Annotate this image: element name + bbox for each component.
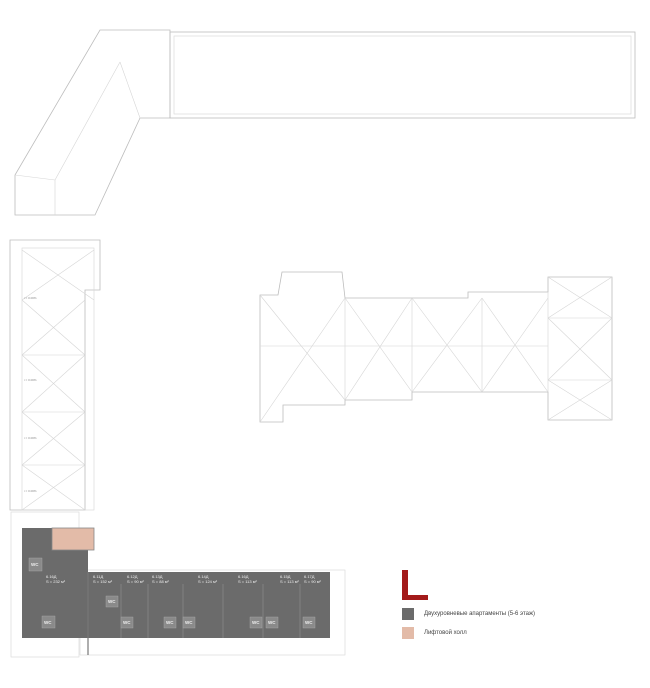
- unit-area: S = 90 м²: [127, 579, 145, 584]
- unit-id: 6.15Д: [280, 574, 291, 579]
- unit-id: 6.16Д: [238, 574, 249, 579]
- wc-label: WC: [123, 620, 131, 625]
- unit-id: 6.17Д: [304, 574, 315, 579]
- apartment-floor-plan: WC WC WC WC WC WC WC WC WC 6.16Д S = 232…: [10, 511, 346, 658]
- roof-level-label: i = 0.00%: [24, 489, 37, 493]
- wc-label: WC: [108, 599, 116, 604]
- wc-label: WC: [268, 620, 276, 625]
- top-building-outline: [14, 29, 636, 216]
- legend-label-duplex: Двухуровневые апартаменты (5-6 этаж): [424, 611, 536, 617]
- unit-area: S = 124 м²: [198, 579, 218, 584]
- wc-label: WC: [252, 620, 260, 625]
- duplex-apartments-area: [22, 528, 330, 638]
- unit-id: 6.13Д: [152, 574, 163, 579]
- wc-label: WC: [166, 620, 174, 625]
- legend-label-elevator-hall: Лифтовой холл: [424, 630, 467, 636]
- unit-id: 6.14Д: [198, 574, 209, 579]
- roof-plan-left: i = 0.00% i = 0.00% i = 0.00% i = 0.00%: [9, 239, 101, 511]
- wc-label: WC: [185, 620, 193, 625]
- legend-swatch-duplex: [402, 608, 414, 620]
- key-plan-icon: [402, 570, 428, 600]
- wc-label: WC: [305, 620, 313, 625]
- unit-area: S = 113 м²: [280, 579, 299, 584]
- roof-level-label: i = 0.00%: [24, 378, 37, 382]
- wc-label: WC: [31, 562, 39, 567]
- unit-id: 6.12Д: [127, 574, 138, 579]
- legend-swatch-elevator-hall: [402, 627, 414, 639]
- unit-area: S = 88 м²: [152, 579, 170, 584]
- roof-level-label: i = 0.00%: [24, 436, 37, 440]
- unit-area: S = 90 м²: [304, 579, 322, 584]
- unit-id: 6.16Д: [46, 574, 57, 579]
- wc-label: WC: [44, 620, 52, 625]
- roof-plan-right: [259, 271, 613, 423]
- elevator-hall: [51, 527, 95, 551]
- unit-id: 6.11Д: [93, 574, 103, 579]
- roof-level-label: i = 0.00%: [24, 296, 37, 300]
- unit-area: S = 113 м²: [238, 579, 257, 584]
- unit-area: S = 152 м²: [93, 579, 113, 584]
- unit-area: S = 232 м²: [46, 579, 66, 584]
